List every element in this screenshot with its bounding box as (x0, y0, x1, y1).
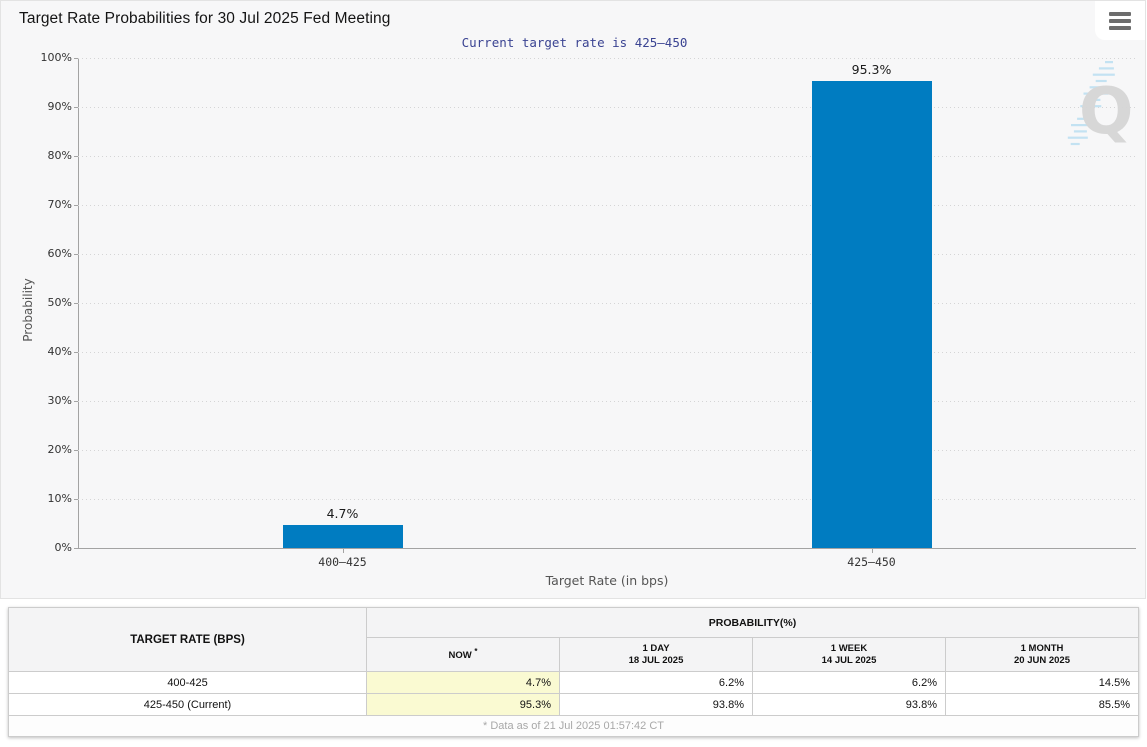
bar[interactable] (282, 524, 403, 548)
y-tick-label: 60% (47, 247, 72, 260)
target-rate-cell: 425-450 (Current) (8, 693, 367, 716)
probability-cell: 6.2% (752, 671, 946, 694)
probability-cell: 14.5% (945, 671, 1139, 694)
probability-now-cell: 95.3% (366, 693, 560, 716)
table-row: 400-425 4.7% 6.2% 6.2% 14.5% (8, 671, 1139, 694)
y-axis-tick (74, 303, 78, 304)
y-axis-tick (74, 58, 78, 59)
svg-text:Q: Q (1079, 75, 1133, 149)
gridline (78, 303, 1136, 304)
gridline (78, 401, 1136, 402)
x-axis-title: Target Rate (in bps) (545, 573, 669, 588)
x-axis-tick (342, 549, 344, 553)
chart-subtitle: Current target rate is 425–450 (461, 35, 688, 50)
y-tick-label: 50% (47, 296, 72, 309)
gridline (78, 254, 1136, 255)
x-tick-label: 425–450 (847, 555, 896, 569)
y-axis-tick (74, 205, 78, 206)
hamburger-icon (1109, 18, 1131, 23)
x-tick-label: 400–425 (318, 555, 367, 569)
table-row: 425-450 (Current) 95.3% 93.8% 93.8% 85.5% (8, 693, 1139, 716)
gridline (78, 156, 1136, 157)
col-header-1-month: 1 MONTH 20 JUN 2025 (945, 637, 1139, 672)
hamburger-icon (1109, 25, 1131, 30)
bar[interactable] (811, 81, 932, 548)
y-axis-tick (74, 401, 78, 402)
col-header-now: NOW * (366, 637, 560, 672)
target-rate-cell: 400-425 (8, 671, 367, 694)
y-tick-label: 0% (54, 541, 72, 554)
gridline (78, 499, 1136, 500)
y-axis-tick (74, 156, 78, 157)
y-tick-label: 20% (47, 443, 72, 456)
hamburger-icon (1109, 11, 1131, 16)
probability-cell: 6.2% (559, 671, 753, 694)
probability-now-cell: 4.7% (366, 671, 560, 694)
gridline (78, 352, 1136, 353)
data-as-of-note: * Data as of 21 Jul 2025 01:57:42 CT (8, 715, 1139, 737)
y-tick-label: 90% (47, 100, 72, 113)
y-axis-tick (74, 499, 78, 500)
x-axis-line (78, 548, 1136, 549)
y-tick-label: 100% (40, 51, 72, 64)
col-header-target-rate: TARGET RATE (BPS) (8, 607, 367, 672)
col-group-header-probability: PROBABILITY(%) (366, 607, 1139, 638)
probability-cell: 93.8% (752, 693, 946, 716)
probability-table: TARGET RATE (BPS) PROBABILITY(%) NOW * 1 … (8, 607, 1139, 737)
gridline (78, 450, 1136, 451)
table-header: TARGET RATE (BPS) PROBABILITY(%) NOW * 1 … (8, 607, 1139, 672)
chart-panel: Target Rate Probabilities for 30 Jul 202… (0, 0, 1146, 599)
page-title: Target Rate Probabilities for 30 Jul 202… (19, 10, 391, 27)
y-tick-label: 30% (47, 394, 72, 407)
x-axis-tick (871, 549, 873, 553)
y-axis-tick (74, 254, 78, 255)
y-tick-label: 70% (47, 198, 72, 211)
y-axis-tick (74, 107, 78, 108)
col-header-1-week: 1 WEEK 14 JUL 2025 (752, 637, 946, 672)
bar-value-label: 95.3% (851, 62, 892, 78)
probability-cell: 93.8% (559, 693, 753, 716)
bar-value-label: 4.7% (326, 505, 359, 521)
y-axis-tick (74, 548, 78, 549)
y-axis-tick (74, 352, 78, 353)
quikstrike-watermark-icon: Q (1067, 61, 1133, 149)
gridline (78, 58, 1136, 59)
gridline (78, 107, 1136, 108)
y-axis-tick (74, 450, 78, 451)
probability-cell: 85.5% (945, 693, 1139, 716)
y-tick-label: 10% (47, 492, 72, 505)
y-tick-label: 80% (47, 149, 72, 162)
col-header-1-day: 1 DAY 18 JUL 2025 (559, 637, 753, 672)
y-tick-label: 40% (47, 345, 72, 358)
menu-button[interactable] (1095, 1, 1145, 40)
gridline (78, 205, 1136, 206)
